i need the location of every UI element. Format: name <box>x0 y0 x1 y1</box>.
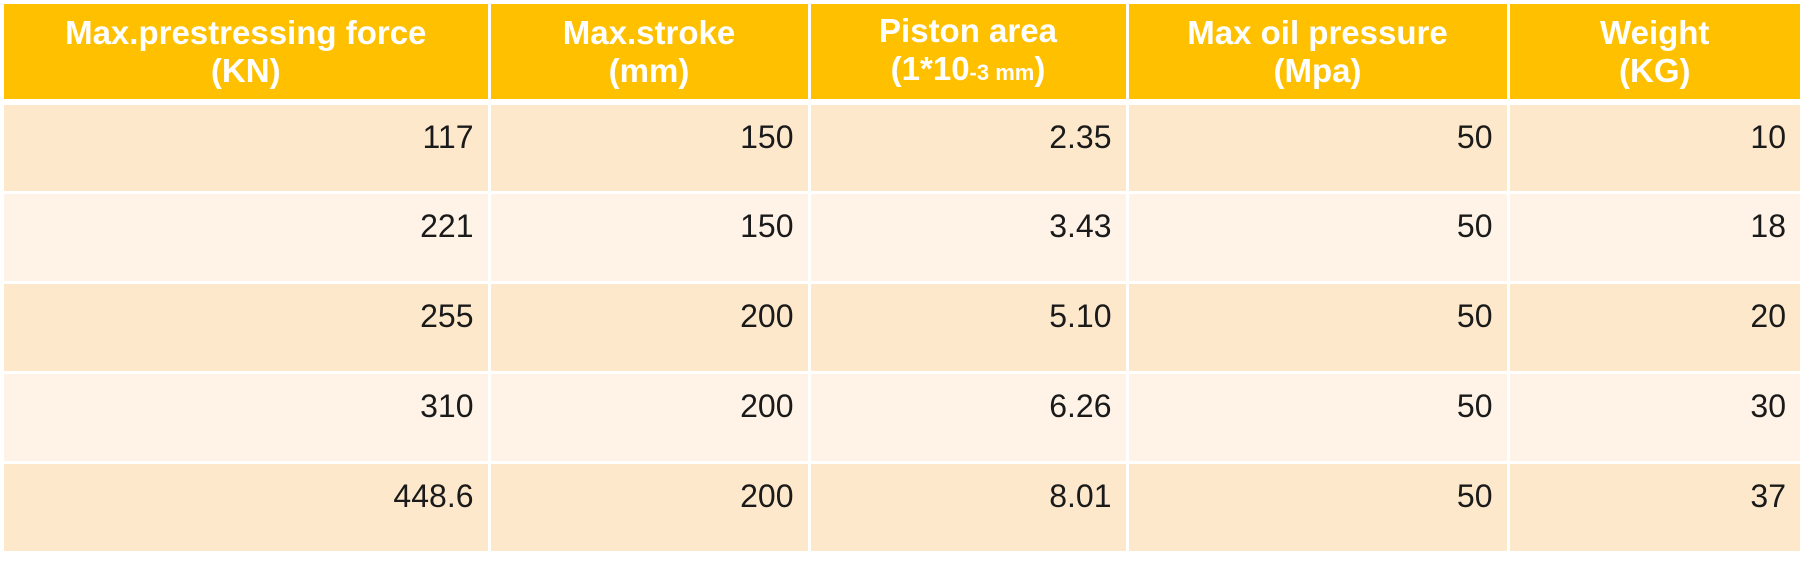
cell-stroke: 150 <box>489 192 811 284</box>
header-max-oil-pressure: Max oil pressure (Mpa) <box>1127 4 1510 105</box>
cell-piston-area: 2.35 <box>809 102 1129 194</box>
header-unit: (mm) <box>608 51 690 89</box>
header-label: Max oil pressure <box>1187 13 1448 51</box>
cell-stroke: 150 <box>489 102 811 194</box>
header-unit: (KG) <box>1619 51 1691 89</box>
header-max-prestressing-force: Max.prestressing force (KN) <box>4 4 491 105</box>
table-row: 310 200 6.26 50 30 <box>4 372 1800 464</box>
header-label: Max.prestressing force <box>65 13 427 51</box>
cell-oil-pressure: 50 <box>1127 462 1510 554</box>
header-unit-post: ) <box>1034 49 1046 87</box>
cell-oil-pressure: 50 <box>1127 282 1510 374</box>
table-row: 448.6 200 8.01 50 37 <box>4 462 1800 554</box>
header-max-stroke: Max.stroke (mm) <box>489 4 811 105</box>
cell-oil-pressure: 50 <box>1127 372 1510 464</box>
cell-stroke: 200 <box>489 282 811 374</box>
cell-oil-pressure: 50 <box>1127 192 1510 284</box>
cell-piston-area: 8.01 <box>809 462 1129 554</box>
header-unit: (KN) <box>210 51 281 89</box>
header-row: Max.prestressing force (KN) Max.stroke (… <box>4 4 1800 105</box>
table-row: 117 150 2.35 50 10 <box>4 102 1800 194</box>
cell-stroke: 200 <box>489 462 811 554</box>
cell-force: 255 <box>4 282 491 374</box>
header-piston-area: Piston area (1*10-3 mm) <box>809 4 1129 105</box>
spec-table-container: Max.prestressing force (KN) Max.stroke (… <box>4 4 1800 554</box>
header-unit: (1*10-3 mm) <box>817 50 1120 92</box>
cell-stroke: 200 <box>489 372 811 464</box>
header-label: Max.stroke <box>562 13 736 51</box>
cell-weight: 18 <box>1508 192 1800 284</box>
cell-piston-area: 5.10 <box>809 282 1129 374</box>
header-label: Weight <box>1600 13 1710 51</box>
cell-force: 310 <box>4 372 491 464</box>
table-body: 117 150 2.35 50 10 221 150 3.43 50 18 25… <box>4 102 1800 554</box>
cell-force: 117 <box>4 102 491 194</box>
cell-weight: 10 <box>1508 102 1800 194</box>
header-label: Piston area <box>879 11 1057 49</box>
header-unit-exponent: -3 mm <box>969 59 1035 85</box>
header-weight: Weight (KG) <box>1508 4 1800 105</box>
header-unit-pre: (1*10 <box>890 49 970 87</box>
table-header: Max.prestressing force (KN) Max.stroke (… <box>4 4 1800 105</box>
spec-table: Max.prestressing force (KN) Max.stroke (… <box>4 4 1800 554</box>
header-unit: (Mpa) <box>1273 51 1362 89</box>
cell-weight: 20 <box>1508 282 1800 374</box>
cell-weight: 30 <box>1508 372 1800 464</box>
cell-piston-area: 6.26 <box>809 372 1129 464</box>
table-row: 221 150 3.43 50 18 <box>4 192 1800 284</box>
cell-piston-area: 3.43 <box>809 192 1129 284</box>
cell-force: 221 <box>4 192 491 284</box>
cell-weight: 37 <box>1508 462 1800 554</box>
cell-force: 448.6 <box>4 462 491 554</box>
cell-oil-pressure: 50 <box>1127 102 1510 194</box>
table-row: 255 200 5.10 50 20 <box>4 282 1800 374</box>
